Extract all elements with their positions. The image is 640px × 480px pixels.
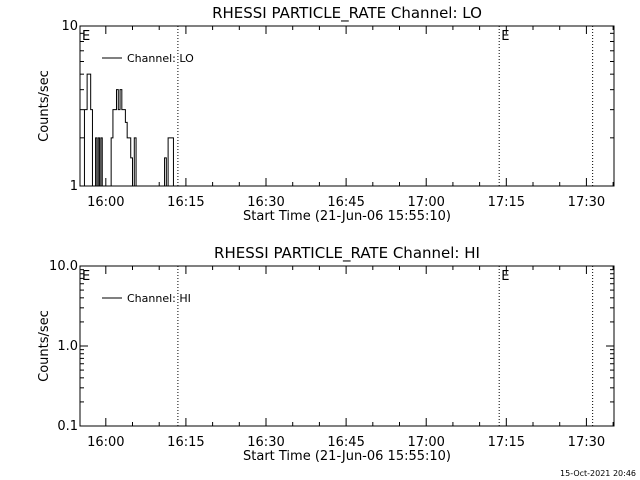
x-tick-label: 16:45: [327, 195, 364, 210]
y-tick-label: 10.0: [49, 259, 78, 274]
x-tick-label: 17:30: [568, 195, 605, 210]
y-axis-label: Counts/sec: [37, 70, 52, 142]
y-tick-label: 10: [61, 19, 78, 34]
y-tick-label: 1: [70, 179, 78, 194]
x-tick-label: 17:30: [568, 435, 605, 450]
event-marker-label: E: [501, 269, 509, 284]
y-axis-label: Counts/sec: [37, 310, 52, 382]
series-line-1: [81, 73, 176, 187]
x-tick-label: 16:00: [87, 435, 124, 450]
event-marker-label: E: [82, 29, 90, 44]
x-tick-label: 17:00: [407, 195, 444, 210]
x-axis-label: Start Time (21-Jun-06 15:55:10): [243, 209, 451, 224]
x-tick-label: 16:00: [87, 195, 124, 210]
event-marker-label: E: [82, 269, 90, 284]
x-tick-label: 17:00: [407, 435, 444, 450]
x-axis-label: Start Time (21-Jun-06 15:55:10): [243, 449, 451, 464]
legend-entry: Channel: HI: [127, 292, 191, 305]
x-tick-label: 16:15: [167, 435, 204, 450]
x-tick-label: 16:30: [247, 195, 284, 210]
x-tick-label: 16:45: [327, 435, 364, 450]
plot-frame: [79, 25, 615, 187]
event-marker-label: E: [501, 29, 509, 44]
chart-panel-1: RHESSI PARTICLE_RATE Channel: LO 16:00 16:…: [37, 4, 615, 224]
x-tick-label: 17:15: [488, 435, 525, 450]
plot-frame: [79, 265, 615, 427]
chart-title: RHESSI PARTICLE_RATE Channel: HI: [214, 244, 480, 263]
chart-panel-2: RHESSI PARTICLE_RATE Channel: HI 16:00 16:…: [37, 244, 615, 464]
y-tick-label: 1.0: [57, 339, 78, 354]
legend-entry: Channel: LO: [127, 52, 194, 65]
chart-title: RHESSI PARTICLE_RATE Channel: LO: [212, 4, 482, 23]
y-tick-label: 0.1: [57, 419, 78, 434]
x-tick-label: 16:30: [247, 435, 284, 450]
timestamp: 15-Oct-2021 20:46: [560, 469, 636, 478]
x-tick-label: 16:15: [167, 195, 204, 210]
x-tick-label: 17:15: [488, 195, 525, 210]
